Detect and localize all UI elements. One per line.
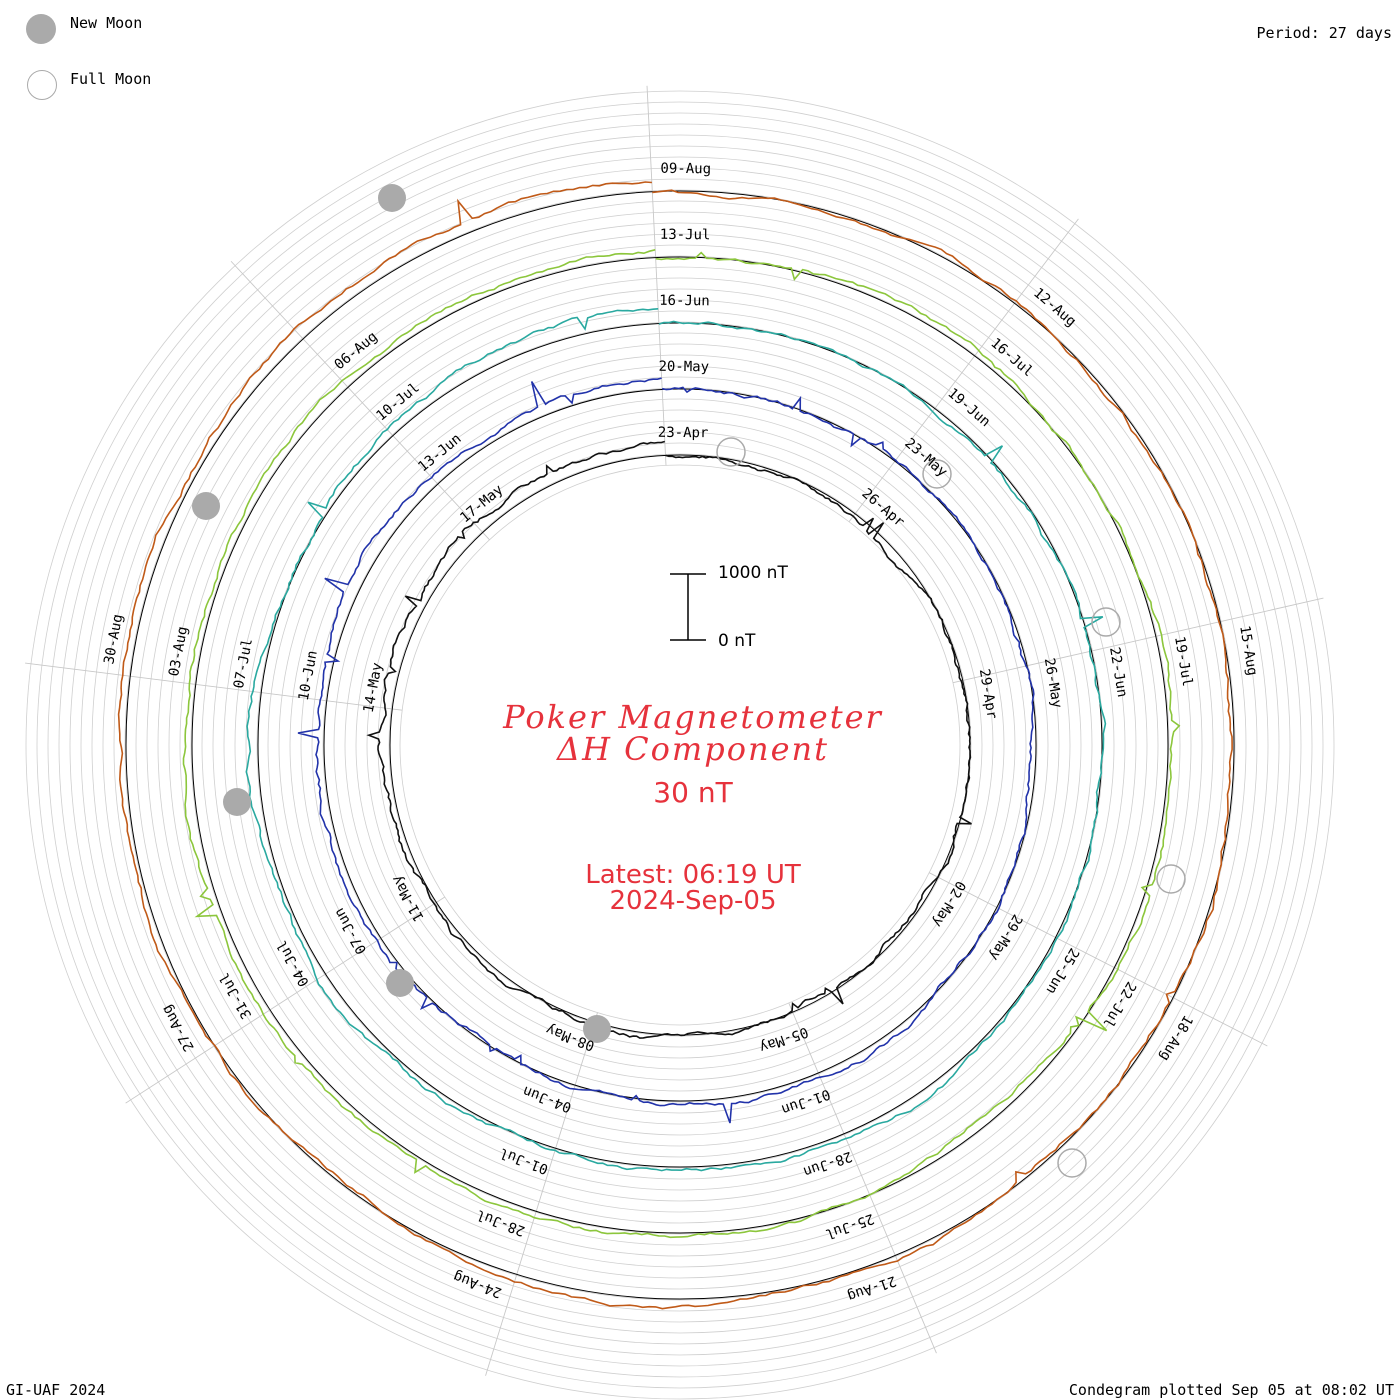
ring-trace-line-2 [245,308,1107,1172]
ring-trace-1 [297,377,1035,1124]
date-label: 19-Jul [1171,635,1195,688]
ring-trace-4 [117,181,1233,1310]
scale-value: 30 nT [653,776,733,809]
day-spokes [25,85,1324,1376]
full-moon-legend-icon [27,70,57,100]
grid-rings [25,90,1335,1400]
date-label: 24-Aug [451,1268,504,1301]
ring-trace-line-3 [182,249,1181,1239]
moon-markers [192,184,1186,1178]
data-traces [117,181,1233,1310]
ring-trace-line-1 [297,377,1035,1124]
full-moon-marker [1091,607,1121,637]
scale-bar [670,573,706,641]
date-label: 23-Apr [658,425,709,442]
new-moon-marker [386,969,414,997]
full-moon-marker [922,459,952,489]
date-label: 05-May [757,1023,810,1055]
latest-time: Latest: 06:19 UT [585,860,801,890]
ring-trace-2 [245,308,1107,1172]
ring-trace-line-4 [117,181,1233,1310]
legend-full-moon-label: Full Moon [70,70,152,88]
scalebar-bottom-label: 0 nT [718,631,756,651]
new-moon-marker [583,1015,611,1043]
new-moon-marker [223,788,251,816]
new-moon-marker [378,184,406,212]
plotted-timestamp: Condegram plotted Sep 05 at 08:02 UT [1068,1381,1394,1399]
date-label: 20-May [658,359,709,376]
full-moon-marker [1057,1148,1087,1178]
date-label: 28-Jun [801,1148,854,1180]
ring-trace-3 [182,249,1181,1239]
new-moon-legend-icon [26,14,56,44]
ring-trace-line-0 [366,440,972,1039]
chart-subtitle: ΔH Component [556,730,830,768]
full-moon-marker [1156,864,1186,894]
legend-new-moon-label: New Moon [70,14,143,32]
date-label: 01-Jul [498,1144,551,1177]
new-moon-marker [192,492,220,520]
date-label: 09-Aug [660,161,711,178]
date-label: 21-Aug [845,1272,898,1304]
date-label: 10-Jun [296,649,321,702]
full-moon-marker [716,437,746,467]
ring-trace-0 [366,440,972,1039]
scalebar-top-label: 1000 nT [718,563,788,583]
date-label: 16-Jun [659,293,710,310]
chart-title: Poker Magnetometer [503,698,883,736]
date-label: 15-Aug [1236,624,1260,677]
date-label: 13-Jul [660,227,711,244]
period-label: Period: 27 days [1256,24,1392,42]
latest-date: 2024-Sep-05 [609,886,777,916]
credit-label: GI-UAF 2024 [6,1381,106,1399]
date-label: 25-Jul [823,1210,876,1242]
